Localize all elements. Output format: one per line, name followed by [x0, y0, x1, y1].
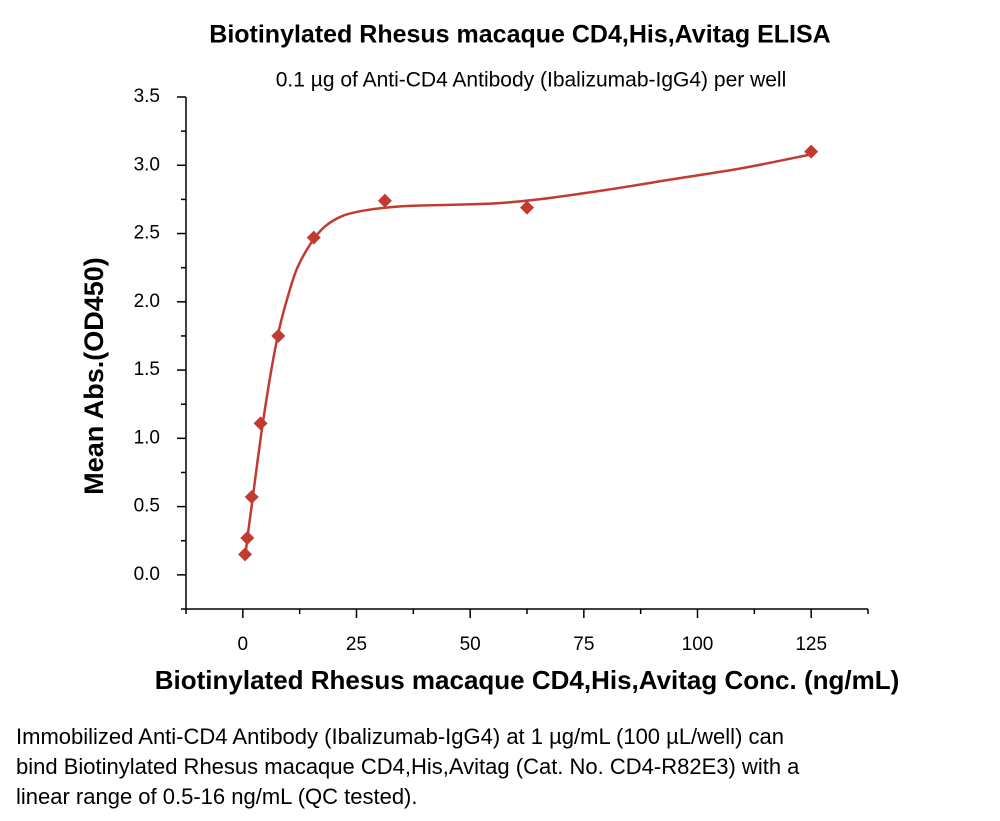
data-point: [377, 193, 392, 208]
y-tick-label: 0.5: [134, 496, 160, 517]
x-tick-label: 25: [346, 634, 367, 655]
x-tick-label: 0: [238, 634, 249, 655]
chart: Biotinylated Rhesus macaque CD4,His,Avit…: [79, 21, 900, 695]
x-tick-label: 100: [682, 634, 714, 655]
y-tick-label: 1.5: [134, 359, 160, 380]
data-point: [520, 200, 534, 215]
data-point: [244, 490, 259, 505]
y-tick-label: 2.5: [134, 223, 160, 244]
y-tick-label: 3.5: [134, 86, 160, 107]
y-tick-label: 0.0: [134, 564, 160, 585]
x-tick-label: 125: [795, 634, 827, 655]
x-tick-label: 50: [460, 634, 481, 655]
data-point: [271, 328, 286, 343]
x-axis-label: Biotinylated Rhesus macaque CD4,His,Avit…: [155, 665, 900, 695]
data-point: [253, 416, 268, 431]
fit-curve: [243, 153, 812, 559]
caption: Immobilized Anti-CD4 Antibody (Ibalizuma…: [16, 724, 800, 809]
y-tick-label: 2.0: [134, 291, 160, 312]
data-point: [306, 230, 321, 245]
data-point: [238, 547, 253, 562]
y-tick-label: 3.0: [134, 154, 160, 175]
chart-subtitle: 0.1 µg of Anti-CD4 Antibody (Ibalizumab-…: [276, 69, 787, 92]
chart-title: Biotinylated Rhesus macaque CD4,His,Avit…: [209, 21, 830, 49]
data-point: [804, 144, 819, 159]
data-point: [240, 531, 255, 546]
y-axis-label: Mean Abs.(OD450): [79, 257, 109, 495]
x-tick-label: 75: [573, 634, 594, 655]
y-tick-label: 1.0: [134, 427, 160, 448]
